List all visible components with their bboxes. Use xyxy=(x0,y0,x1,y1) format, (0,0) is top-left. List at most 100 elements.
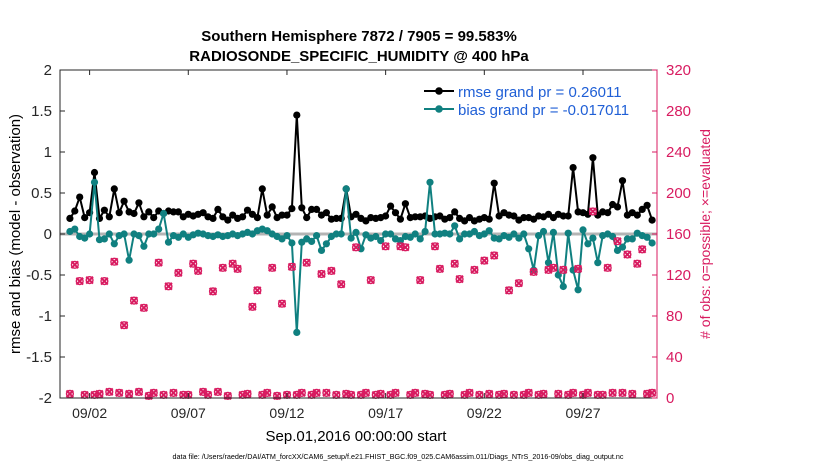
obs-evaluated-marker xyxy=(455,274,464,284)
y-right-tick-label: 80 xyxy=(666,308,683,325)
obs-possible-marker xyxy=(129,296,139,305)
bias-point xyxy=(150,230,158,238)
obs-possible-marker xyxy=(638,245,647,254)
bias-point xyxy=(535,232,543,240)
obs-possible-marker xyxy=(455,275,464,284)
rmse-point xyxy=(239,213,247,221)
obs-evaluated-marker xyxy=(287,262,297,271)
obs-evaluated-marker xyxy=(608,388,617,397)
bias-point xyxy=(648,239,656,247)
obs-evaluated-marker xyxy=(564,390,573,400)
obs-evaluated-marker xyxy=(124,389,134,399)
obs-evaluated-marker xyxy=(475,390,484,400)
y-right-tick-label: 200 xyxy=(666,185,691,202)
bias-point xyxy=(628,235,636,243)
obs-evaluated-marker xyxy=(588,207,597,216)
obs-possible-marker xyxy=(85,276,94,285)
bias-point xyxy=(411,230,419,238)
obs-evaluated-marker xyxy=(504,286,514,295)
obs-possible-marker xyxy=(633,259,642,268)
obs-evaluated-marker xyxy=(583,388,593,397)
obs-evaluated-marker xyxy=(115,388,124,397)
obs-possible-marker xyxy=(302,258,311,267)
obs-possible-marker xyxy=(337,280,346,289)
bias-point xyxy=(317,246,326,254)
y-left-tick-label: -1 xyxy=(39,308,52,325)
bias-point xyxy=(342,185,350,193)
obs-evaluated-marker xyxy=(485,389,494,399)
y-left-tick-label: 1.5 xyxy=(31,103,52,120)
bias-point xyxy=(456,235,464,243)
obs-possible-marker xyxy=(485,389,494,399)
obs-possible-marker xyxy=(194,266,203,276)
rmse-point xyxy=(303,214,311,222)
obs-evaluated-marker xyxy=(539,389,548,399)
bias-point xyxy=(105,230,113,238)
rmse-point xyxy=(110,185,118,193)
rmse-point xyxy=(140,213,148,221)
obs-evaluated-marker xyxy=(213,387,222,396)
obs-evaluated-marker xyxy=(268,263,277,272)
obs-possible-marker xyxy=(465,388,474,398)
obs-possible-marker xyxy=(583,388,593,398)
rmse-point xyxy=(258,185,266,193)
obs-possible-marker xyxy=(603,263,612,272)
bias-point xyxy=(313,232,321,240)
y-right-tick-label: 280 xyxy=(666,103,691,120)
obs-evaluated-marker xyxy=(376,389,385,399)
rmse-point xyxy=(298,204,306,212)
obs-possible-marker xyxy=(499,389,509,399)
obs-possible-marker xyxy=(218,263,227,272)
obs-possible-marker xyxy=(351,243,361,252)
obs-possible-marker xyxy=(169,388,178,398)
obs-evaluated-marker xyxy=(159,390,168,400)
obs-evaluated-marker xyxy=(346,390,356,400)
y-left-tick-label: 0.5 xyxy=(31,185,52,202)
rmse-point xyxy=(288,205,296,213)
obs-evaluated-marker xyxy=(519,390,528,400)
rmse-point xyxy=(485,215,493,223)
bias-point xyxy=(110,240,118,248)
obs-evaluated-marker xyxy=(618,388,627,397)
obs-evaluated-marker xyxy=(208,287,218,296)
legend: rmse grand pr = 0.26011 bias grand pr = … xyxy=(419,80,652,120)
obs-evaluated-marker xyxy=(218,263,227,272)
obs-possible-marker xyxy=(613,237,622,246)
bias-point xyxy=(446,230,454,238)
obs-evaluated-marker xyxy=(129,296,139,305)
obs-evaluated-marker xyxy=(559,265,568,274)
obs-possible-marker xyxy=(618,388,627,398)
bias-point xyxy=(564,229,572,237)
y-left-tick-label: 0 xyxy=(44,226,52,243)
obs-evaluated-marker xyxy=(248,302,257,311)
obs-possible-marker xyxy=(287,262,297,271)
obs-possible-marker xyxy=(223,391,232,401)
obs-evaluated-marker xyxy=(258,390,267,400)
bias-series xyxy=(66,178,656,336)
obs-evaluated-marker xyxy=(613,237,622,246)
obs-possible-marker xyxy=(327,266,336,276)
bias-point xyxy=(140,242,148,250)
obs-evaluated-marker xyxy=(401,243,410,252)
obs-evaluated-marker xyxy=(445,389,454,399)
x-tick-label: 09/12 xyxy=(269,405,304,421)
obs-possible-marker xyxy=(154,258,163,267)
obs-evaluated-marker xyxy=(75,277,84,286)
rmse-point xyxy=(105,213,113,221)
obs-possible-marker xyxy=(297,388,306,398)
obs-possible-marker xyxy=(401,243,410,252)
rmse-point xyxy=(214,205,222,213)
rmse-point xyxy=(293,111,301,119)
legend-bias-label: bias grand pr = -0.017011 xyxy=(458,102,629,119)
bias-point xyxy=(120,230,128,238)
bias-point xyxy=(421,227,429,236)
obs-evaluated-marker xyxy=(603,263,612,272)
rmse-point xyxy=(604,209,612,217)
obs-evaluated-marker xyxy=(470,265,479,274)
data-file-footnote: data file: /Users/raeder/DAI/ATM_forcXX/… xyxy=(173,452,624,461)
obs-possible-marker xyxy=(263,388,272,398)
bias-point xyxy=(86,230,94,238)
rmse-point xyxy=(569,164,577,172)
rmse-point xyxy=(135,199,143,207)
rmse-point xyxy=(243,206,252,214)
